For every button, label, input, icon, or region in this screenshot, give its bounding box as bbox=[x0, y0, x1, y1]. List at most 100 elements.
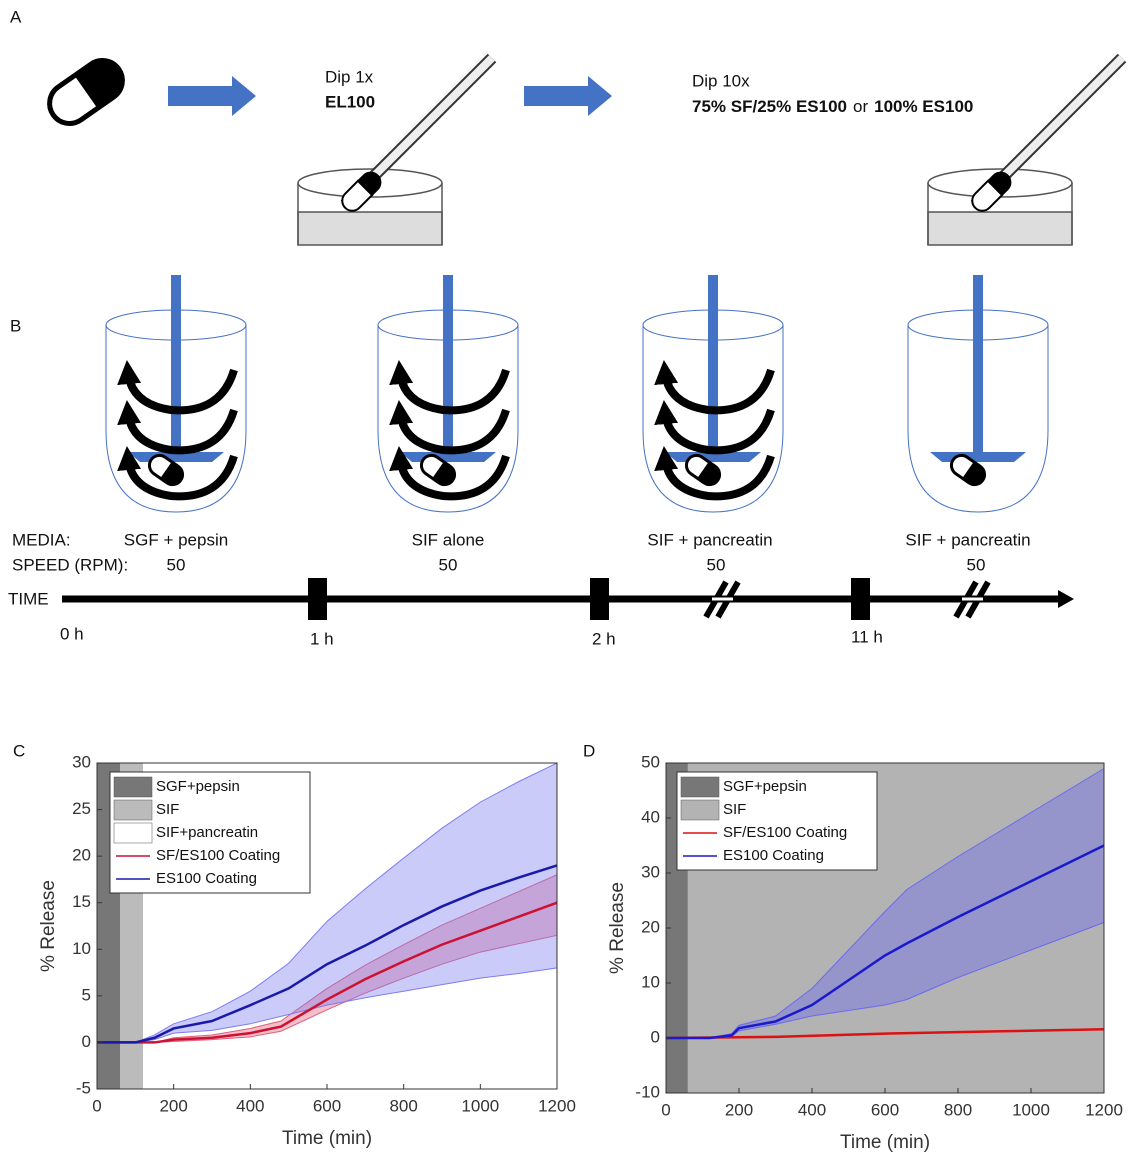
series-line bbox=[97, 901, 558, 1044]
speed: 50 bbox=[707, 555, 726, 574]
x-tick-label: 800 bbox=[944, 1100, 972, 1119]
step-text: EL100 bbox=[325, 92, 375, 111]
legend-label: SGF+pepsin bbox=[156, 778, 240, 795]
x-tick-label: 200 bbox=[725, 1100, 753, 1119]
paddle-shaft bbox=[708, 275, 718, 455]
y-axis-label: % Release bbox=[607, 882, 628, 974]
x-tick-label: 600 bbox=[313, 1096, 341, 1115]
x-tick-label: 0 bbox=[92, 1096, 101, 1115]
capsule bbox=[419, 453, 457, 487]
media: SGF + pepsin bbox=[124, 530, 228, 549]
x-tick-label: 1000 bbox=[461, 1096, 499, 1115]
option: 75% SF/25% ES100 bbox=[692, 97, 847, 116]
legend-label: SIF bbox=[723, 801, 746, 818]
speed: 50 bbox=[967, 555, 986, 574]
legend-swatch bbox=[113, 822, 153, 844]
legend-label: ES100 Coating bbox=[156, 870, 257, 887]
arrow bbox=[524, 76, 612, 116]
y-tick-label: 40 bbox=[641, 807, 660, 826]
beaker bbox=[927, 53, 1127, 246]
x-tick-label: 400 bbox=[236, 1096, 264, 1115]
legend-swatch bbox=[680, 799, 720, 821]
vessels bbox=[105, 275, 1049, 513]
x-tick-label: 1200 bbox=[538, 1096, 576, 1115]
paddle-blade bbox=[930, 452, 1026, 462]
x-tick-label: 800 bbox=[389, 1096, 417, 1115]
legend-label: SIF bbox=[156, 801, 179, 818]
stir-arrow bbox=[389, 360, 510, 415]
x-tick-label: 200 bbox=[159, 1096, 187, 1115]
beaker bbox=[297, 53, 497, 246]
y-tick-label: 25 bbox=[72, 799, 91, 818]
time-mark: 1 h bbox=[310, 629, 334, 648]
time-mark: 11 h bbox=[851, 627, 883, 646]
series-line bbox=[97, 864, 558, 1044]
step-text: 75% SF/25% ES100 or 100% ES100 bbox=[692, 97, 973, 116]
capsule bbox=[147, 453, 185, 487]
x-tick-label: 0 bbox=[661, 1100, 670, 1119]
x-tick-label: 1200 bbox=[1085, 1100, 1123, 1119]
paddle-shaft bbox=[973, 275, 983, 455]
option: 100% ES100 bbox=[874, 97, 973, 116]
stir-arrow bbox=[654, 400, 775, 455]
stir-arrow bbox=[117, 400, 238, 455]
arrow bbox=[168, 76, 256, 116]
legend-label: SIF+pancreatin bbox=[156, 824, 258, 841]
paddle-shaft bbox=[171, 275, 181, 455]
y-tick-label: 20 bbox=[641, 917, 660, 936]
paddle-shaft bbox=[443, 275, 453, 455]
x-axis-label: Time (min) bbox=[840, 1132, 930, 1153]
media: SIF alone bbox=[412, 530, 485, 549]
row-label: MEDIA: bbox=[12, 530, 71, 549]
speed: 50 bbox=[167, 555, 186, 574]
x-axis-label: Time (min) bbox=[282, 1128, 372, 1149]
legend-label: SGF+pepsin bbox=[723, 778, 807, 795]
stir-arrow bbox=[117, 360, 238, 415]
legend-swatch bbox=[680, 776, 720, 798]
series-line bbox=[666, 844, 1105, 1040]
y-tick-label: 15 bbox=[72, 892, 91, 911]
y-tick-label: 10 bbox=[641, 972, 660, 991]
panel-label: C bbox=[13, 741, 25, 760]
speed: 50 bbox=[439, 555, 458, 574]
y-tick-label: -10 bbox=[635, 1082, 660, 1101]
legend-label: ES100 Coating bbox=[723, 847, 824, 864]
panel-label: A bbox=[10, 7, 22, 26]
y-tick-label: 30 bbox=[72, 752, 91, 771]
x-tick-label: 1000 bbox=[1012, 1100, 1050, 1119]
row-label: SPEED (RPM): bbox=[12, 555, 128, 574]
stir-arrow bbox=[117, 446, 238, 501]
time-mark: 2 h bbox=[592, 629, 616, 648]
stir-arrow bbox=[654, 360, 775, 415]
joiner: or bbox=[853, 97, 868, 116]
x-tick-label: 400 bbox=[798, 1100, 826, 1119]
step-text: Dip 10x bbox=[692, 71, 750, 90]
series-line bbox=[665, 1027, 1105, 1040]
x-tick-label: 600 bbox=[871, 1100, 899, 1119]
stir-arrow bbox=[654, 446, 775, 501]
y-tick-label: 0 bbox=[651, 1027, 660, 1046]
y-tick-label: 20 bbox=[72, 846, 91, 865]
legend-label: SF/ES100 Coating bbox=[723, 824, 847, 841]
capsule-icon bbox=[47, 58, 125, 126]
legend-swatch bbox=[113, 799, 153, 821]
panel-label: B bbox=[10, 316, 21, 335]
stir-arrow bbox=[389, 400, 510, 455]
capsule bbox=[684, 453, 722, 487]
panel-label: D bbox=[583, 741, 595, 760]
y-axis-label: % Release bbox=[38, 880, 59, 972]
y-tick-label: 0 bbox=[82, 1032, 91, 1051]
y-tick-label: 10 bbox=[72, 939, 91, 958]
capsule bbox=[949, 453, 987, 487]
legend-swatch bbox=[113, 776, 153, 798]
legend-label: SF/ES100 Coating bbox=[156, 847, 280, 864]
stir-arrow bbox=[389, 446, 510, 501]
y-tick-label: -5 bbox=[76, 1078, 91, 1097]
time-label: TIME bbox=[8, 589, 49, 608]
time-mark: 0 h bbox=[60, 624, 84, 643]
y-tick-label: 50 bbox=[641, 752, 660, 771]
timeline bbox=[62, 578, 1074, 620]
media: SIF + pancreatin bbox=[905, 530, 1030, 549]
step-text: Dip 1x bbox=[325, 67, 374, 86]
